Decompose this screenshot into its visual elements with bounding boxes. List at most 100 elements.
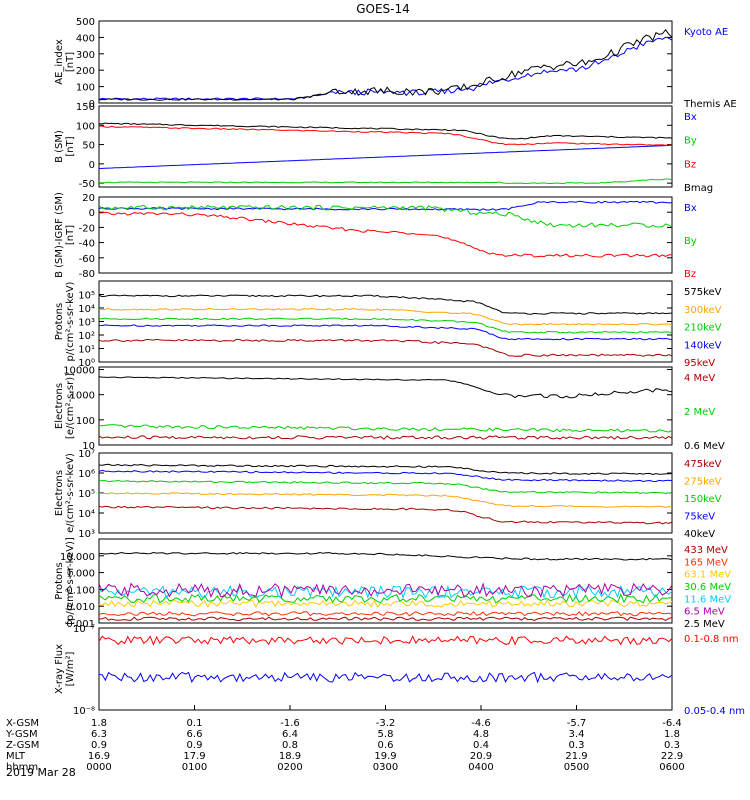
series-line (98, 463, 673, 476)
series-line (98, 599, 673, 609)
panel-frame (98, 366, 673, 446)
orbit-cell: 0200 (277, 762, 302, 773)
orbit-cell: 19.9 (374, 751, 396, 762)
y-tick-label: 1000 (70, 391, 95, 402)
y-tick-label: -80 (79, 269, 95, 280)
orbit-cell: -6.4 (662, 718, 682, 729)
panel-4: 10⁰ 10¹ 10² 10³ 10⁴ 10⁵ Protons p/(cm²-s-sr-keV… (54, 280, 722, 369)
legend-entry: 63.1 MeV (684, 570, 731, 581)
legend-entry: Bz (684, 269, 696, 280)
y-tick-label: -50 (79, 179, 95, 190)
panel-3: -80 -60 -40 -20 0 20 B (SM)-IGRF (SM) [nT] Bx By B… (54, 192, 697, 280)
orbit-cell: 0.6 (378, 740, 394, 751)
orbit-cell: 4.8 (473, 729, 489, 740)
y-axis-label: [nT] (65, 225, 76, 245)
y-tick-label: 150 (76, 102, 95, 113)
legend-entry: Bmag (684, 183, 713, 194)
legend-entry: 433 MeV (684, 545, 728, 556)
y-axis-label: p/(cm²-s-sr-keV) (65, 281, 76, 361)
series-line (98, 204, 673, 228)
panel-frame (98, 196, 673, 274)
orbit-cell: 5.8 (378, 729, 394, 740)
orbit-cell: 0.8 (282, 740, 298, 751)
series-line (98, 635, 673, 646)
orbit-cell: 22.9 (661, 751, 683, 762)
y-tick-label: 400 (76, 33, 95, 44)
legend-entry: Bz (684, 159, 696, 170)
panel-6: 10³ 10⁴ 10⁵ 10⁶ 10⁷ Electrons e/(cm²-s-sr-keV)… (54, 449, 722, 540)
orbit-cell: 6.4 (282, 729, 298, 740)
orbit-cell: 0300 (373, 762, 398, 773)
y-axis-label: [nT] (65, 136, 76, 156)
legend-entry: By (684, 236, 697, 247)
series-line (98, 582, 673, 599)
orbit-row-label: Z-GSM (6, 740, 39, 751)
legend-entry: By (684, 136, 697, 147)
legend-entry: 2.5 MeV (684, 619, 725, 630)
series-line (98, 317, 673, 334)
date-label: 2019 Mar 28 (6, 766, 76, 779)
series-line (98, 469, 673, 483)
y-tick-label: 10¹ (78, 345, 95, 356)
orbit-cell: -5.7 (567, 718, 587, 729)
y-axis-label: Electrons (54, 383, 65, 429)
y-axis-label: e/(cm²-s-sr-keV) (65, 453, 76, 533)
legend-entry: 140keV (684, 340, 722, 351)
legend-entry: 210keV (684, 323, 722, 334)
y-axis-label: [p/(cm²-s-sr-keV)] (65, 537, 76, 625)
series-line (98, 338, 673, 357)
series-line (99, 551, 673, 561)
orbit-cell: 21.9 (565, 751, 587, 762)
orbit-row-label: hhmm (6, 762, 38, 773)
y-axis-label: AE_index (54, 39, 65, 85)
legend-entry: 0.1-0.8 nm (684, 634, 739, 645)
y-tick-label: 10² (78, 331, 95, 342)
orbit-cell: 6.6 (187, 729, 203, 740)
y-tick-label: 10⁵ (78, 291, 95, 302)
legend-entry: 150keV (684, 494, 722, 505)
orbit-cell: 0600 (659, 762, 684, 773)
series-line (98, 376, 673, 399)
orbit-cell: 17.9 (183, 751, 205, 762)
series-line (98, 294, 673, 315)
y-tick-label: 10000 (63, 366, 95, 377)
orbit-cell: 0.3 (569, 740, 585, 751)
series-line (98, 178, 673, 185)
y-tick-label: 10⁵ (78, 489, 95, 500)
y-axis-label: Protons (54, 562, 65, 599)
panel-frame (98, 627, 673, 711)
y-tick-label: 100 (76, 416, 95, 427)
y-tick-label: 10⁴ (78, 509, 95, 520)
series-line (98, 125, 672, 146)
legend-entry: 75keV (684, 512, 715, 523)
y-tick-label: 100 (76, 121, 95, 132)
panel-8: 10⁻⁸ 10⁻⁷ X-ray Flux [W/m²] 0.1-0.8 nm 0.05-0… (54, 624, 745, 717)
y-tick-label: 500 (76, 17, 95, 28)
y-tick-label: 10 (82, 441, 95, 452)
orbit-cell: 1.8 (91, 718, 107, 729)
y-tick-label: 0.001 (66, 619, 95, 630)
y-axis-label: B (SM)-IGRF (SM) (54, 192, 65, 278)
legend-entry: 4 MeV (684, 373, 715, 384)
y-tick-label: 10⁶ (78, 469, 95, 480)
legend-entry: 300keV (684, 305, 722, 316)
orbit-cell: 0.3 (664, 740, 680, 751)
orbit-cell: -3.2 (376, 718, 396, 729)
legend-entry: 0.05-0.4 nm (684, 706, 745, 717)
legend-entry: 575keV (684, 287, 722, 298)
series-line (98, 616, 673, 622)
series-line (98, 492, 673, 509)
y-axis-label: [W/m²] (65, 651, 76, 686)
y-tick-label: -60 (79, 254, 95, 265)
legend-entry: 475keV (684, 459, 722, 470)
legend-entry: 0.6 MeV (684, 441, 725, 452)
legend-entry: 165 MeV (684, 557, 728, 568)
y-tick-label: 0 (89, 208, 95, 219)
legend-entry: 40keV (684, 529, 715, 540)
legend-entry: 30.6 MeV (684, 582, 731, 593)
y-axis-label: B (SM) (54, 130, 65, 163)
y-tick-label: 50 (82, 141, 95, 152)
y-tick-label: 300 (76, 50, 95, 61)
orbit-cell: 0500 (564, 762, 589, 773)
